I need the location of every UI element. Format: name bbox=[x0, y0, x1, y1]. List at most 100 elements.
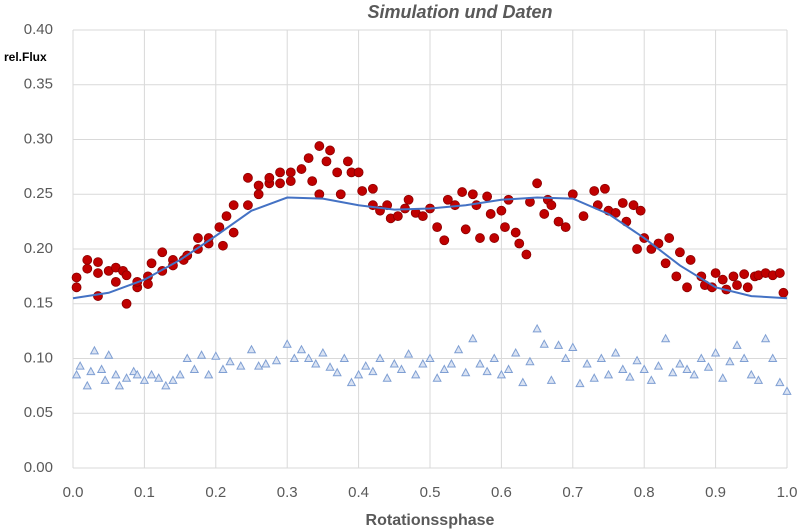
data-point bbox=[532, 178, 542, 189]
data-point bbox=[635, 205, 646, 216]
data-triangle bbox=[546, 375, 557, 384]
data-triangle bbox=[339, 353, 349, 362]
data-triangle bbox=[318, 347, 328, 357]
data-triangle bbox=[446, 358, 457, 368]
data-triangle bbox=[325, 362, 335, 371]
data-triangle bbox=[211, 351, 221, 360]
data-point bbox=[71, 272, 82, 283]
data-triangle bbox=[739, 353, 749, 362]
data-triangle bbox=[432, 373, 442, 382]
y-tick-label: 0.40 bbox=[24, 21, 53, 38]
data-triangle bbox=[418, 358, 428, 368]
data-point bbox=[253, 189, 264, 200]
y-tick-label: 0.30 bbox=[24, 130, 53, 147]
x-tick-label: 0.9 bbox=[705, 484, 726, 501]
data-point bbox=[228, 227, 239, 238]
data-point bbox=[121, 298, 132, 309]
data-triangle bbox=[111, 369, 121, 379]
data-point bbox=[610, 207, 621, 218]
data-triangle bbox=[75, 361, 85, 370]
data-point bbox=[121, 270, 132, 281]
data-point bbox=[82, 263, 93, 274]
data-triangle bbox=[132, 369, 142, 379]
data-point bbox=[671, 271, 682, 282]
data-triangle bbox=[168, 375, 178, 384]
data-point bbox=[617, 198, 628, 208]
data-triangle bbox=[760, 333, 771, 343]
x-tick-label: 0.2 bbox=[205, 484, 226, 501]
data-triangle bbox=[182, 353, 192, 362]
data-triangle bbox=[775, 377, 785, 387]
data-triangle bbox=[361, 361, 371, 370]
data-triangle bbox=[553, 340, 564, 349]
data-point bbox=[778, 287, 789, 298]
data-point bbox=[264, 172, 275, 183]
data-point bbox=[221, 211, 232, 222]
data-triangle bbox=[475, 358, 485, 368]
data-point bbox=[742, 282, 753, 293]
data-triangle bbox=[375, 353, 385, 362]
data-triangle bbox=[461, 367, 471, 377]
data-point bbox=[675, 247, 685, 258]
data-point bbox=[275, 178, 285, 189]
data-triangle bbox=[71, 369, 82, 379]
data-triangle bbox=[610, 347, 621, 357]
data-point bbox=[578, 211, 589, 222]
data-triangle bbox=[139, 375, 150, 384]
data-point bbox=[321, 156, 332, 167]
data-point bbox=[460, 224, 471, 235]
data-triangle bbox=[411, 369, 421, 379]
data-point bbox=[214, 222, 225, 233]
data-triangle bbox=[104, 350, 114, 359]
x-tick-label: 0.4 bbox=[348, 484, 369, 501]
data-point bbox=[682, 282, 692, 293]
data-triangle bbox=[218, 364, 228, 373]
data-point bbox=[632, 244, 642, 254]
data-triangle bbox=[603, 369, 614, 379]
data-triangle bbox=[782, 386, 792, 395]
data-triangle bbox=[489, 353, 499, 362]
y-axis-label: rel.Flux bbox=[4, 50, 47, 64]
data-triangle bbox=[689, 369, 699, 379]
data-point bbox=[457, 187, 468, 197]
data-triangle bbox=[518, 377, 528, 387]
data-point bbox=[471, 200, 482, 211]
data-triangle bbox=[675, 358, 685, 368]
data-triangle bbox=[618, 364, 628, 373]
y-tick-label: 0.20 bbox=[24, 240, 53, 257]
data-triangle bbox=[589, 373, 599, 382]
data-triangle bbox=[161, 380, 171, 390]
data-point bbox=[353, 167, 364, 178]
x-tick-label: 0.6 bbox=[491, 484, 512, 501]
y-tick-label: 0.35 bbox=[24, 76, 53, 93]
data-point bbox=[342, 156, 353, 167]
data-triangle bbox=[511, 347, 521, 357]
data-triangle bbox=[296, 344, 307, 354]
data-triangle bbox=[271, 355, 282, 365]
x-tick-label: 0.8 bbox=[634, 484, 655, 501]
data-triangle bbox=[539, 339, 549, 348]
data-point bbox=[553, 216, 564, 227]
data-triangle bbox=[189, 364, 200, 373]
data-point bbox=[325, 145, 335, 156]
data-triangle bbox=[204, 369, 214, 379]
data-point bbox=[728, 271, 739, 282]
data-triangle bbox=[389, 358, 399, 368]
data-point bbox=[600, 183, 610, 194]
data-triangle bbox=[225, 356, 235, 366]
data-triangle bbox=[703, 362, 714, 371]
data-point bbox=[296, 164, 307, 174]
data-triangle bbox=[625, 372, 635, 381]
data-triangle bbox=[632, 355, 642, 365]
x-tick-label: 0.1 bbox=[134, 484, 155, 501]
data-triangle bbox=[482, 366, 492, 376]
data-triangle bbox=[332, 367, 342, 377]
data-point bbox=[335, 189, 346, 200]
data-point bbox=[417, 211, 428, 222]
data-point bbox=[303, 153, 314, 164]
data-point bbox=[739, 269, 750, 280]
data-triangle bbox=[468, 333, 478, 343]
data-point bbox=[243, 200, 253, 211]
data-triangle bbox=[525, 356, 535, 366]
